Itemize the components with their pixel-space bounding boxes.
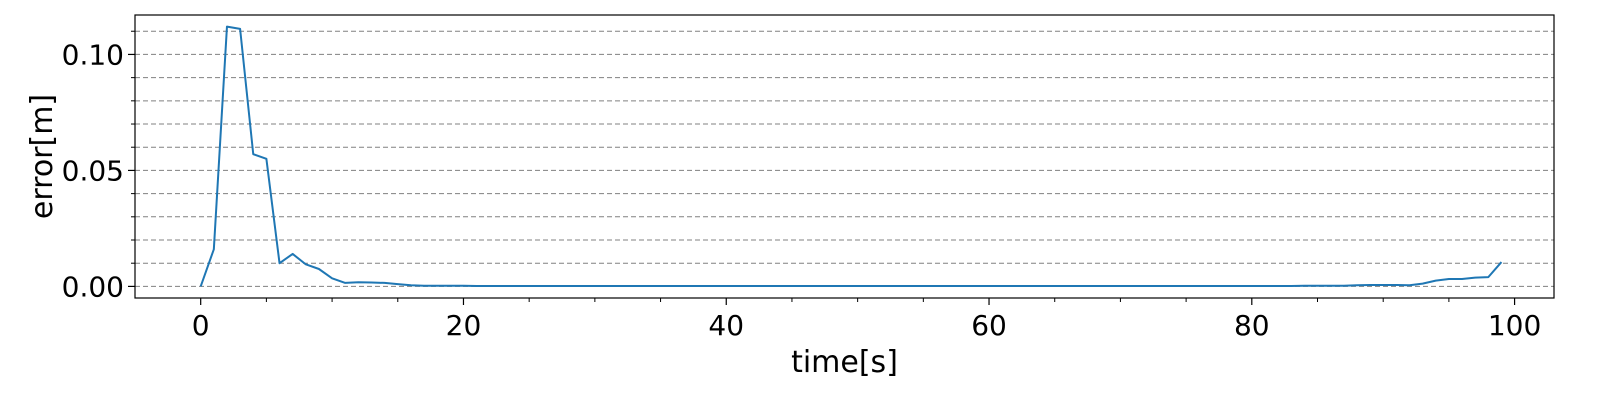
x-tick-label: 60 <box>971 309 1007 342</box>
ticks: 0 20 40 60 80 100 0.00 0.05 0.10 <box>62 30 1541 342</box>
x-tick-label: 40 <box>708 309 744 342</box>
x-tick-label: 100 <box>1488 309 1541 342</box>
y-tick-label: 0.00 <box>62 270 124 303</box>
x-tick-label: 80 <box>1234 309 1270 342</box>
x-tick-label: 0 <box>192 309 210 342</box>
x-axis-label: time[s] <box>791 345 898 380</box>
y-axis-label: error[m] <box>25 94 60 219</box>
series-layer <box>199 25 1503 287</box>
gridlines <box>135 30 1554 287</box>
series-line <box>199 25 1503 287</box>
plot-frame <box>134 14 1555 299</box>
y-tick-label: 0.10 <box>62 38 124 71</box>
x-tick-label: 20 <box>446 309 482 342</box>
y-tick-label: 0.05 <box>62 154 124 187</box>
